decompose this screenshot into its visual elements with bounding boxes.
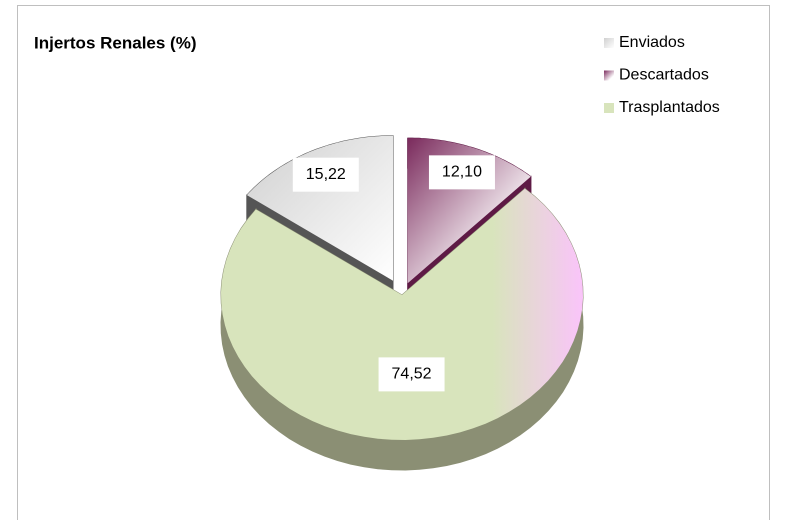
chart-title: Injertos Renales (%)	[34, 33, 197, 52]
data-label: 12,10	[442, 164, 482, 181]
legend-label: Enviados	[619, 34, 685, 51]
legend-marker	[604, 70, 614, 81]
data-label: 15,22	[306, 166, 346, 183]
legend-label: Trasplantados	[619, 99, 720, 116]
data-label-box	[292, 157, 359, 192]
data-label-box	[378, 357, 445, 392]
data-label-box	[428, 155, 495, 190]
legend-label: Descartados	[619, 67, 709, 84]
slice	[221, 188, 583, 440]
legend-marker	[604, 103, 614, 113]
legend-marker	[604, 38, 614, 48]
data-label: 74,52	[392, 366, 432, 383]
